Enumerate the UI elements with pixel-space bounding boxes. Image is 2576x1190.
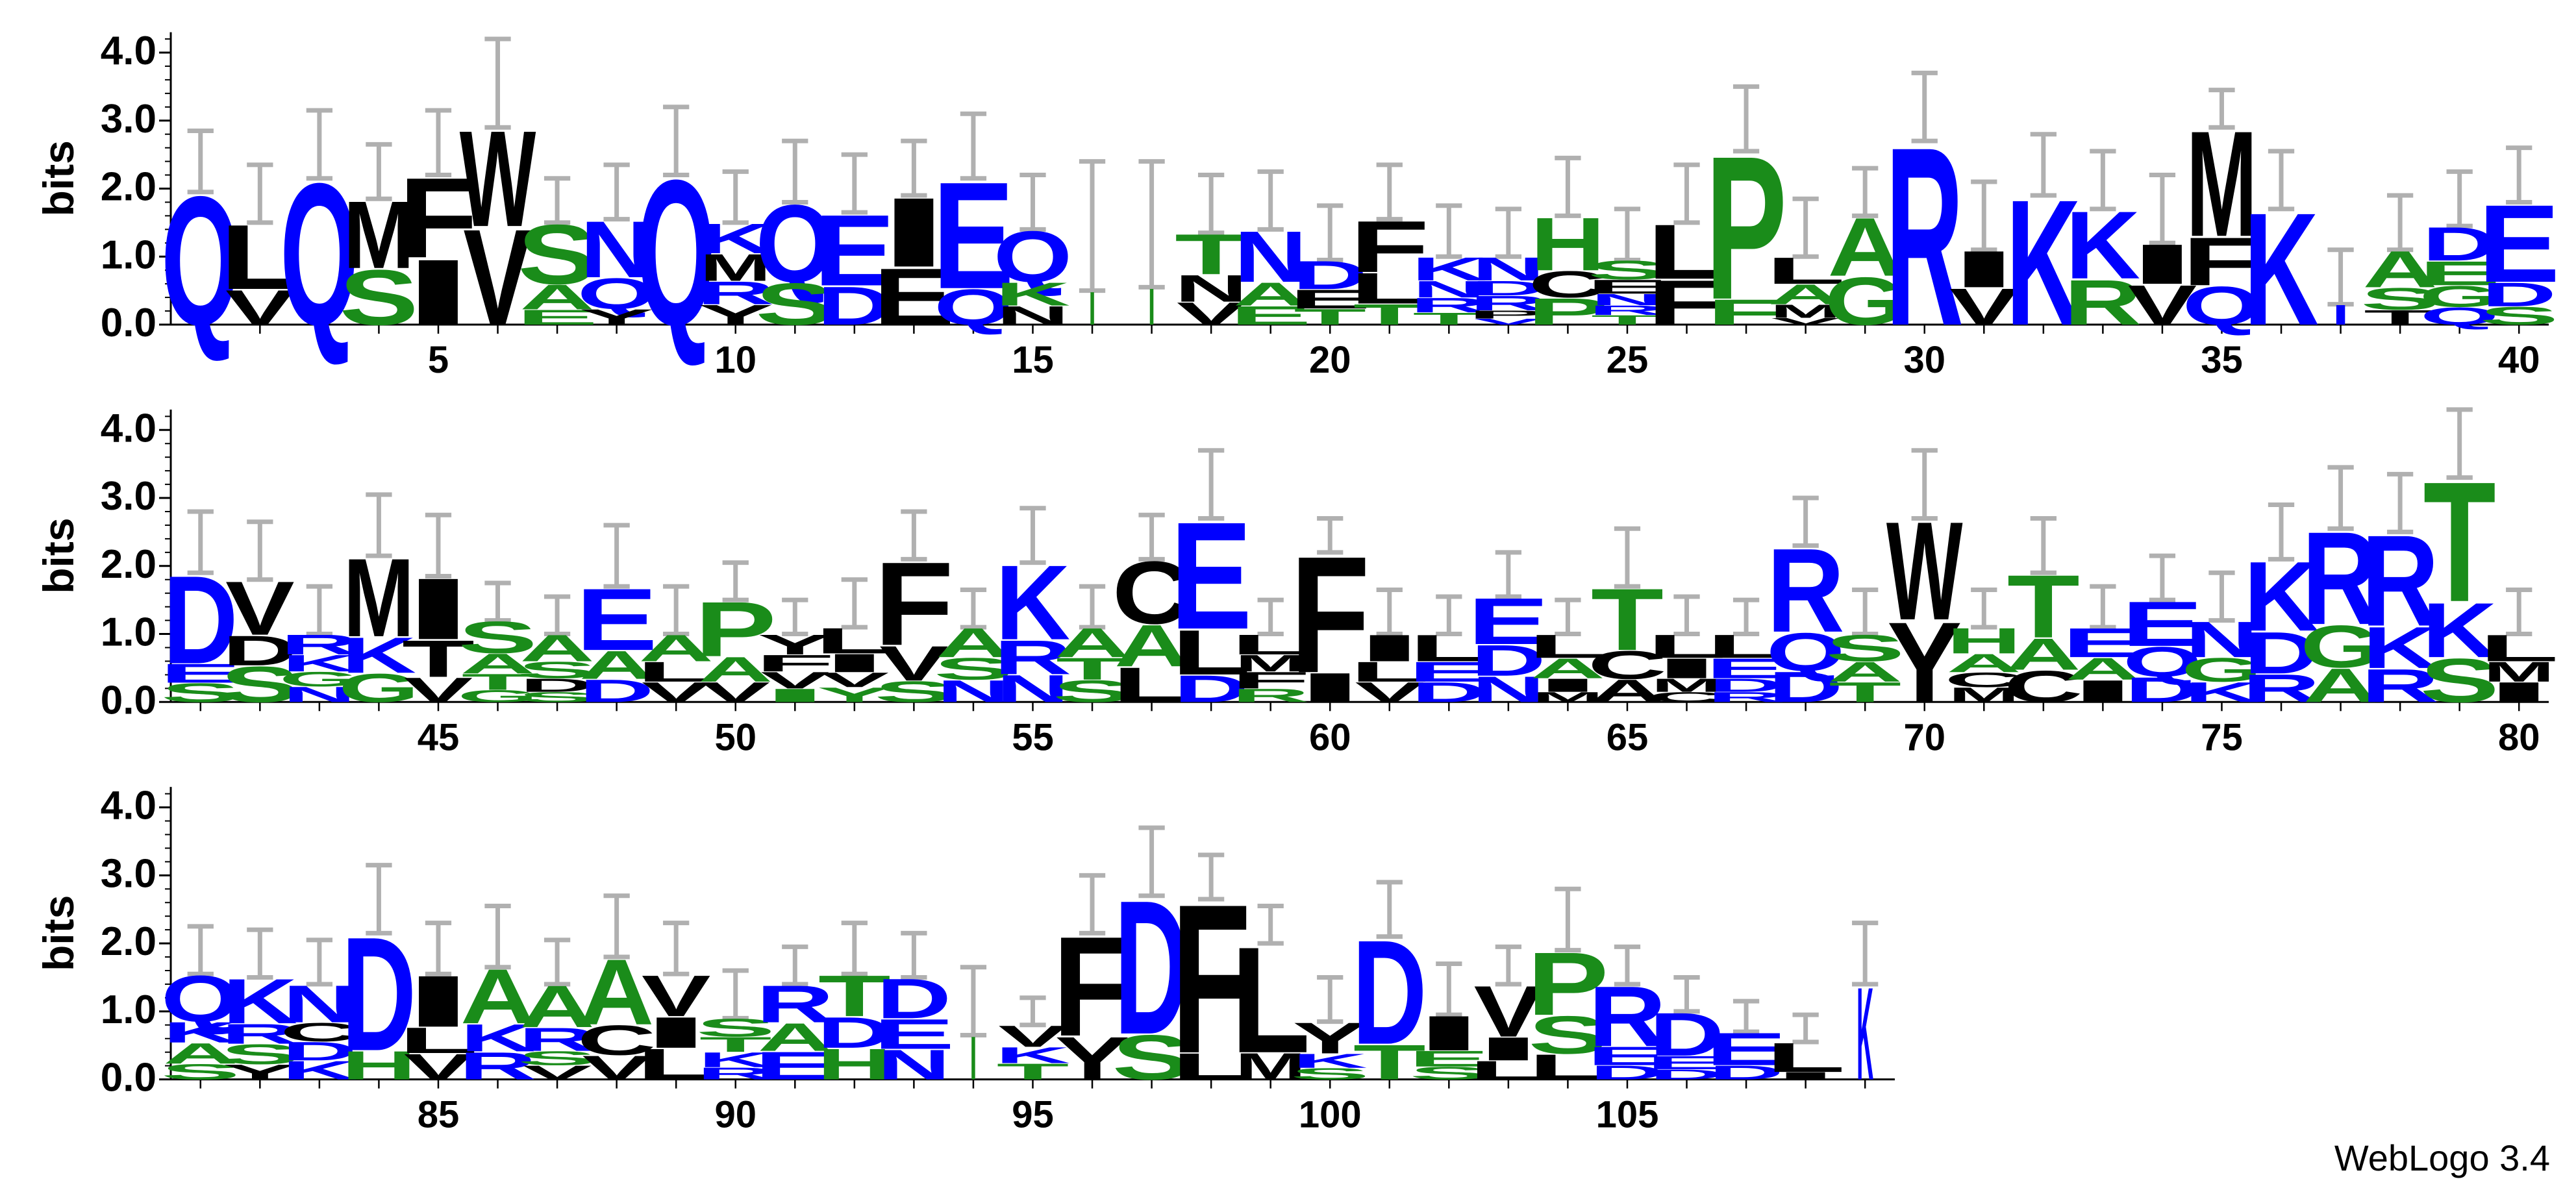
svg-text:80: 80 xyxy=(2498,716,2540,758)
svg-text:I: I xyxy=(1089,282,1096,335)
svg-text:K: K xyxy=(2244,180,2318,360)
svg-text:60: 60 xyxy=(1309,716,1351,758)
svg-text:bits: bits xyxy=(34,895,82,971)
svg-text:N: N xyxy=(996,301,1069,330)
svg-text:3.0: 3.0 xyxy=(101,97,156,142)
svg-text:15: 15 xyxy=(1012,339,1054,381)
svg-text:55: 55 xyxy=(1012,716,1054,758)
svg-text:bits: bits xyxy=(34,140,82,216)
svg-text:WebLogo 3.4: WebLogo 3.4 xyxy=(2334,1137,2550,1178)
svg-text:0.0: 0.0 xyxy=(101,1056,156,1100)
svg-text:0.0: 0.0 xyxy=(101,678,156,723)
svg-text:2.0: 2.0 xyxy=(101,919,156,964)
svg-text:2.0: 2.0 xyxy=(101,165,156,210)
svg-text:I: I xyxy=(1148,279,1155,336)
svg-text:40: 40 xyxy=(2498,339,2540,381)
svg-text:I: I xyxy=(2482,676,2557,708)
svg-text:20: 20 xyxy=(1309,339,1351,381)
svg-text:35: 35 xyxy=(2201,339,2243,381)
svg-text:2.0: 2.0 xyxy=(101,542,156,587)
svg-text:bits: bits xyxy=(34,517,82,593)
svg-text:N: N xyxy=(877,1041,950,1089)
svg-text:4.0: 4.0 xyxy=(101,29,156,73)
svg-text:10: 10 xyxy=(714,339,757,381)
svg-text:1.0: 1.0 xyxy=(101,232,156,277)
svg-text:I: I xyxy=(970,1025,977,1093)
svg-text:50: 50 xyxy=(714,716,757,758)
svg-text:45: 45 xyxy=(418,716,460,758)
svg-text:1.0: 1.0 xyxy=(101,610,156,655)
svg-text:5: 5 xyxy=(428,339,449,381)
svg-text:S: S xyxy=(2479,302,2558,330)
svg-text:75: 75 xyxy=(2201,716,2243,758)
svg-text:4.0: 4.0 xyxy=(101,406,156,451)
svg-text:25: 25 xyxy=(1607,339,1649,381)
svg-text:1.0: 1.0 xyxy=(101,987,156,1032)
svg-text:3.0: 3.0 xyxy=(101,851,156,896)
svg-text:4.0: 4.0 xyxy=(101,784,156,828)
svg-text:85: 85 xyxy=(418,1094,460,1136)
svg-text:R: R xyxy=(1886,93,1964,378)
svg-text:105: 105 xyxy=(1596,1094,1659,1136)
svg-text:K: K xyxy=(1857,960,1873,1108)
svg-text:65: 65 xyxy=(1607,716,1649,758)
svg-text:90: 90 xyxy=(714,1094,757,1136)
svg-text:I: I xyxy=(2332,299,2349,331)
svg-text:95: 95 xyxy=(1012,1094,1054,1136)
svg-text:100: 100 xyxy=(1299,1094,1362,1136)
svg-text:I: I xyxy=(1768,1070,1843,1082)
svg-text:0.0: 0.0 xyxy=(101,301,156,345)
svg-text:3.0: 3.0 xyxy=(101,474,156,519)
